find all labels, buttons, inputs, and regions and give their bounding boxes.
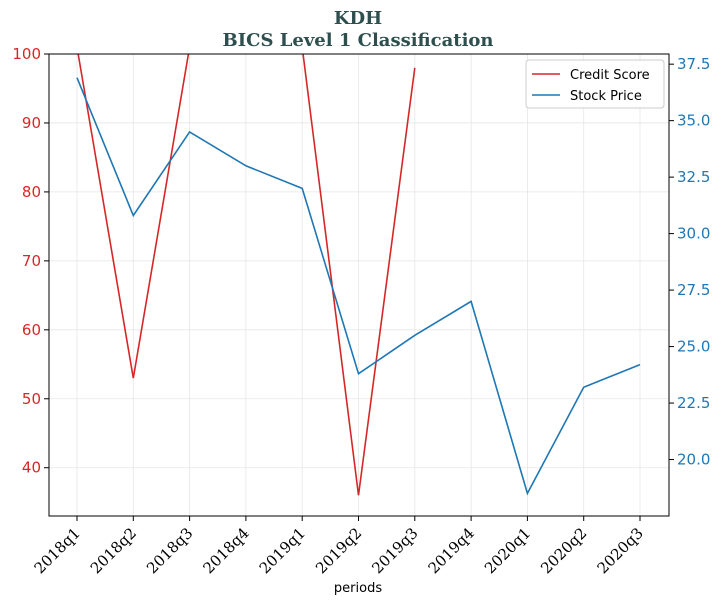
- left-tick-label: 40: [22, 459, 41, 477]
- grid: [49, 53, 669, 516]
- right-tick-label: 25.0: [677, 338, 710, 356]
- legend-label: Credit Score: [570, 68, 650, 83]
- right-tick-label: 32.5: [677, 168, 710, 186]
- left-tick-label: 100: [12, 45, 41, 63]
- left-tick-label: 50: [22, 390, 41, 408]
- right-axis: 20.0 22.5 25.0 27.5 30.0 32.5 35.0 37.5: [669, 55, 710, 469]
- x-tick-label: 2018q3: [143, 524, 196, 577]
- chart-title: KDH: [334, 8, 382, 29]
- legend-label: Stock Price: [570, 89, 642, 104]
- x-tick-label: 2018q2: [87, 524, 140, 577]
- x-axis-label: periods: [334, 581, 382, 596]
- x-tick-label: 2019q3: [368, 524, 421, 577]
- x-tick-label: 2018q4: [199, 524, 252, 577]
- x-tick-label: 2020q1: [481, 524, 534, 577]
- right-tick-label: 37.5: [677, 55, 710, 73]
- x-axis: 2018q1 2018q2 2018q3 2018q4 2019q1 2019q2 2019…: [31, 516, 647, 577]
- left-tick-label: 80: [22, 183, 41, 201]
- x-tick-label: 2018q1: [31, 524, 84, 577]
- x-tick-label: 2019q4: [425, 524, 478, 577]
- x-tick-label: 2020q3: [594, 524, 647, 577]
- x-tick-label: 2020q2: [537, 524, 590, 577]
- x-tick-label: 2019q2: [312, 524, 365, 577]
- legend: Credit Score Stock Price: [525, 59, 665, 109]
- right-tick-label: 35.0: [677, 112, 710, 130]
- plot-area: [76, 54, 641, 496]
- left-tick-label: 70: [22, 252, 41, 270]
- left-axis: 40 50 60 70 80 90 100: [12, 45, 49, 477]
- right-tick-label: 27.5: [677, 281, 710, 299]
- right-tick-label: 20.0: [677, 451, 710, 469]
- x-tick-label: 2019q1: [256, 524, 309, 577]
- legend-box: [525, 59, 665, 109]
- left-tick-label: 90: [22, 114, 41, 132]
- left-tick-label: 60: [22, 321, 41, 339]
- series-line-credit-score: [77, 54, 416, 496]
- chart-subtitle: BICS Level 1 Classification: [222, 30, 493, 51]
- series-line-stock-price: [76, 77, 641, 496]
- right-tick-label: 30.0: [677, 225, 710, 243]
- right-tick-label: 22.5: [677, 394, 710, 412]
